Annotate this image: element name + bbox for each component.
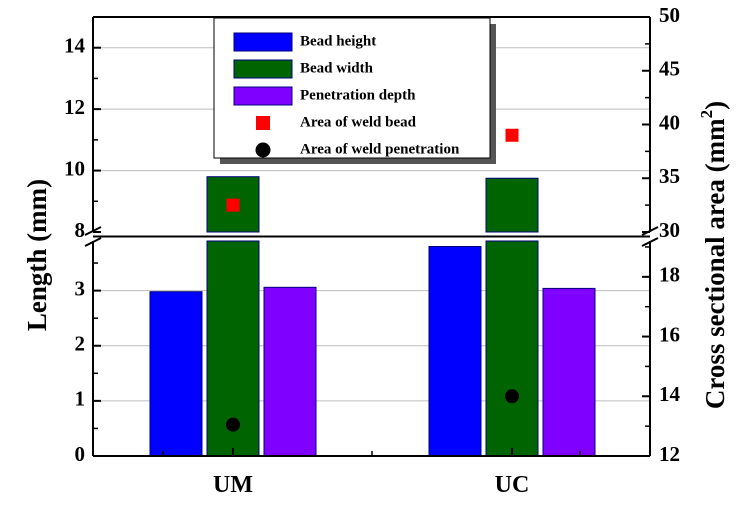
y-axis-left-title: Length (mm) (22, 179, 52, 331)
marker-area-of-weld-penetration-um (226, 417, 240, 432)
legend-item-area-of-weld-bead: Area of weld bead (256, 114, 417, 130)
bar-bead-height-um (149, 291, 203, 457)
y-right-tick-label: 35 (659, 164, 680, 188)
y-left-tick-label: 10 (64, 156, 85, 180)
y-left-tick-label: 3 (75, 276, 86, 300)
bar-bead-width-um-upper (206, 176, 260, 233)
legend-item-penetration-depth-swatch (233, 86, 293, 106)
y-right-tick-label: 14 (659, 382, 681, 406)
legend-item-bead-height-swatch (233, 32, 293, 52)
bar-penetration-depth-um (263, 286, 317, 457)
axis-break-mark (84, 237, 102, 247)
markers (226, 128, 519, 432)
bar-penetration-depth-uc (542, 287, 596, 457)
y-left-tick-label: 8 (75, 218, 86, 242)
bars (149, 176, 596, 457)
y-right-tick-label: 18 (659, 263, 680, 287)
x-tick-label-uc: UC (495, 472, 530, 498)
legend-item-area-of-weld-bead-swatch (256, 116, 270, 130)
y-right-tick-label: 16 (659, 322, 680, 346)
bar-bead-width-uc-upper (485, 177, 539, 233)
y-left-tick-label: 12 (64, 95, 85, 119)
legend-item-penetration-depth: Penetration depth (233, 86, 416, 106)
y-right-tick-label: 40 (659, 110, 680, 134)
y-left-tick-label: 14 (64, 34, 86, 58)
y-right-tick-label: 50 (659, 3, 680, 27)
bar-bead-height-uc (428, 246, 482, 457)
y-axis-right-title-close: ) (700, 101, 730, 110)
y-axis-right-title-main: Cross sectional area (mm (700, 118, 730, 409)
legend-item-area-of-weld-penetration-label: Area of weld penetration (300, 141, 460, 157)
y-right-tick-label: 45 (659, 57, 680, 81)
legend-item-bead-width-swatch (233, 59, 293, 79)
legend-item-penetration-depth-label: Penetration depth (300, 87, 416, 103)
legend-item-area-of-weld-bead-label: Area of weld bead (300, 114, 417, 130)
y-left-tick-label: 1 (75, 387, 86, 411)
y-right-tick-label: 30 (659, 218, 680, 242)
legend-item-bead-width: Bead width (233, 59, 374, 79)
marker-area-of-weld-penetration-uc (505, 389, 519, 404)
y-axis-right-title: Cross sectional area (mm2) (697, 101, 730, 409)
y-right-tick-label: 12 (659, 442, 680, 466)
bar-bead-width-uc-lower (485, 240, 539, 457)
y-left-tick-label: 0 (75, 442, 86, 466)
legend-item-bead-width-label: Bead width (300, 60, 374, 76)
y-left-tick-label: 2 (75, 332, 86, 356)
y-axis-right-title-superscript: 2 (697, 110, 716, 119)
legend-item-area-of-weld-penetration-swatch (255, 142, 271, 158)
axis-break-mark (641, 237, 659, 247)
legend-item-bead-height: Bead height (233, 32, 376, 52)
x-tick-label-um: UM (213, 472, 253, 498)
legend-item-bead-height-label: Bead height (300, 33, 376, 49)
legend: Bead height Bead width Penetration depth Ar… (213, 17, 496, 164)
legend-item-area-of-weld-penetration: Area of weld penetration (255, 141, 460, 158)
marker-area-of-weld-bead-uc (505, 128, 519, 142)
marker-area-of-weld-bead-um (226, 198, 240, 212)
